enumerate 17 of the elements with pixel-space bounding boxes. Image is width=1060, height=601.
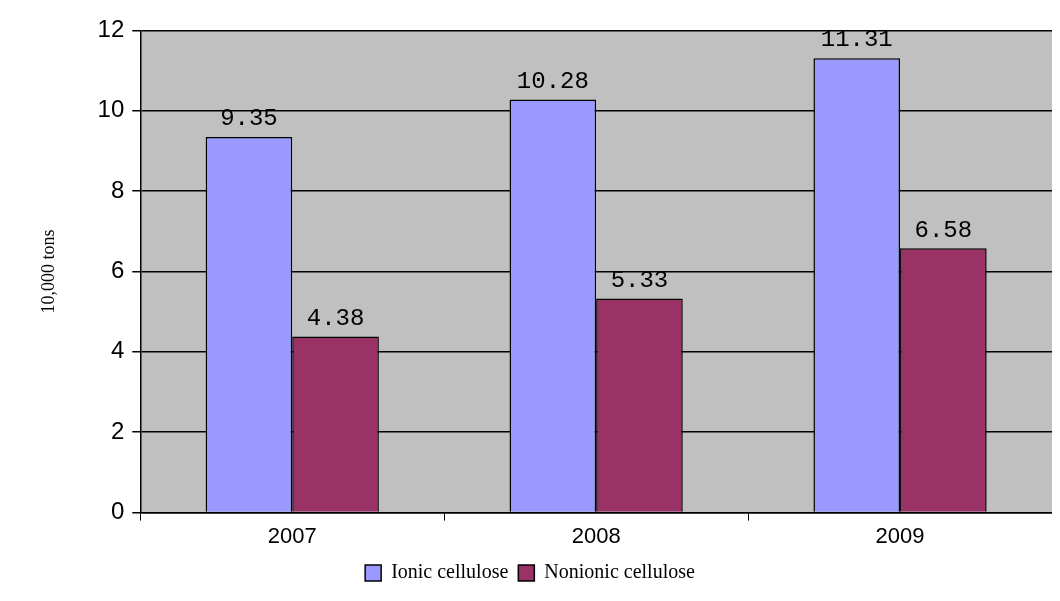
y-axis-title: 10,000 tons <box>37 229 58 314</box>
y-tick-label: 12 <box>97 15 125 43</box>
legend-label: Nonionic cellulose <box>544 560 695 583</box>
data-label: 4.38 <box>306 304 365 332</box>
x-tick-label: 2009 <box>875 522 925 548</box>
y-tick-label: 4 <box>110 336 125 364</box>
data-label: 11.31 <box>820 26 893 54</box>
x-tick-label: 2007 <box>267 522 317 548</box>
data-label: 6.58 <box>914 216 973 244</box>
y-tick-label: 6 <box>110 256 125 284</box>
legend-label: Ionic cellulose <box>391 560 509 583</box>
y-tick-label: 2 <box>110 416 125 444</box>
data-label: 10.28 <box>516 67 589 95</box>
y-tick-label: 0 <box>110 497 125 525</box>
y-tick-label: 8 <box>110 175 125 203</box>
y-tick-label: 10 <box>97 95 125 123</box>
x-tick-label: 2008 <box>571 522 621 548</box>
